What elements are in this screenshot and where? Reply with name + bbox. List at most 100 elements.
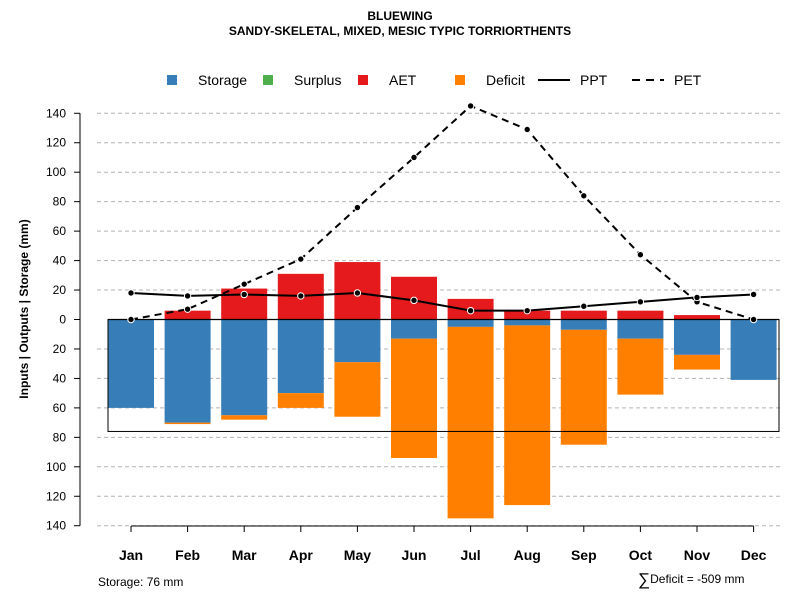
ppt-point xyxy=(523,306,531,315)
y-tick-label: 20 xyxy=(53,283,67,297)
storage-bar xyxy=(221,319,268,416)
deficit-bar xyxy=(504,325,551,506)
pet-point xyxy=(580,192,588,200)
y-tick-label: 100 xyxy=(46,165,66,179)
legend-label: Storage xyxy=(198,72,247,88)
y-tick-label: 100 xyxy=(46,460,66,474)
storage-bar xyxy=(164,319,211,423)
legend-item-pet: PET xyxy=(632,72,702,88)
y-tick-label: 80 xyxy=(53,195,67,209)
deficit-bar xyxy=(560,329,607,445)
storage-bar xyxy=(560,319,607,330)
legend-label: PPT xyxy=(580,72,608,88)
deficit-bar xyxy=(334,362,381,417)
bars xyxy=(108,262,777,519)
ppt-point xyxy=(353,289,362,297)
deficit-bar xyxy=(221,415,268,420)
y-tick-label: 120 xyxy=(46,489,66,503)
ppt-point xyxy=(636,298,645,306)
ppt-point xyxy=(127,289,135,297)
aet-bar xyxy=(560,310,607,320)
pet-point xyxy=(297,255,305,263)
y-tick-label: 80 xyxy=(53,430,67,444)
legend-swatch xyxy=(455,75,465,85)
deficit-bar xyxy=(617,338,664,395)
deficit-bar xyxy=(674,354,720,370)
axes: 140 120 100 80 60 40 20 0 20 40 60 80 100 120 140 Jan Fe… xyxy=(46,106,767,563)
aet-bar xyxy=(617,310,664,320)
x-tick-label: Dec xyxy=(741,547,767,563)
y-tick-label: 40 xyxy=(53,371,67,385)
pet-point xyxy=(353,203,362,212)
legend-item-ppt: PPT xyxy=(538,72,608,88)
pet-point xyxy=(410,153,418,162)
legend-swatch xyxy=(358,75,368,85)
storage-bar xyxy=(674,319,720,355)
deficit-bar xyxy=(164,422,211,425)
legend-label: PET xyxy=(674,72,702,88)
legend-item-surplus: Surplus xyxy=(263,72,341,88)
pet-point xyxy=(523,125,531,134)
y-tick-label: 60 xyxy=(53,224,67,238)
pet-point xyxy=(127,315,135,324)
storage-bar xyxy=(617,319,664,339)
x-tick-label: Sep xyxy=(571,547,597,563)
aet-bar xyxy=(504,310,551,320)
x-tick-label: Jan xyxy=(119,547,143,563)
y-tick-label: 20 xyxy=(53,342,67,356)
x-tick-label: Apr xyxy=(289,547,314,563)
legend-item-storage: Storage xyxy=(167,72,247,88)
deficit-bar xyxy=(277,393,324,408)
ppt-point xyxy=(240,290,248,299)
legend-swatch xyxy=(263,75,273,85)
legend-item-deficit: Deficit xyxy=(455,72,525,88)
y-tick-label: 60 xyxy=(53,401,67,415)
pet-point xyxy=(466,102,475,110)
x-tick-label: May xyxy=(344,547,371,563)
lines xyxy=(127,102,758,324)
storage-bar xyxy=(108,319,154,408)
y-tick-label: 120 xyxy=(46,136,66,150)
deficit-text: Deficit = -509 mm xyxy=(650,572,745,586)
deficit-bar xyxy=(447,326,494,519)
ppt-point xyxy=(297,292,305,300)
storage-bar xyxy=(447,319,494,327)
legend-label: Deficit xyxy=(486,72,525,88)
x-tick-label: Jul xyxy=(460,547,480,563)
storage-note: Storage: 76 mm xyxy=(98,575,184,589)
ppt-point xyxy=(693,293,701,302)
ppt-point xyxy=(183,292,192,300)
pet-point xyxy=(183,305,192,313)
legend-swatch xyxy=(167,75,177,85)
ppt-line xyxy=(130,291,754,312)
x-tick-label: Feb xyxy=(175,547,200,563)
x-tick-label: Jun xyxy=(402,547,427,563)
x-tick-label: Aug xyxy=(514,547,541,563)
pet-line xyxy=(130,104,754,321)
pet-point xyxy=(749,315,758,324)
ppt-point xyxy=(749,290,758,299)
x-tick-label: Oct xyxy=(629,547,653,563)
pet-point xyxy=(636,250,645,259)
storage-bar xyxy=(504,319,551,326)
legend-label: AET xyxy=(389,72,417,88)
aet-bar xyxy=(674,315,720,320)
storage-bar xyxy=(334,319,381,363)
pet-point xyxy=(240,280,248,288)
ppt-point xyxy=(410,296,418,305)
legend-item-aet: AET xyxy=(358,72,417,88)
legend-label: Surplus xyxy=(294,72,341,88)
chart-title: BLUEWING xyxy=(367,9,433,23)
ppt-point xyxy=(580,302,588,310)
x-tick-label: Nov xyxy=(684,547,711,563)
storage-bar xyxy=(277,319,324,394)
ppt-point xyxy=(466,306,475,315)
deficit-bar xyxy=(391,338,437,458)
x-tick-label: Mar xyxy=(232,547,257,563)
storage-capacity-box xyxy=(107,318,780,432)
y-axis-label: Inputs | Outputs | Storage (mm) xyxy=(17,219,31,398)
sum-symbol: ∑ xyxy=(638,570,651,589)
y-tick-label: 140 xyxy=(46,106,66,120)
chart-subtitle: SANDY-SKELETAL, MIXED, MESIC TYPIC TORRI… xyxy=(228,24,572,38)
y-tick-label: 0 xyxy=(59,313,66,327)
